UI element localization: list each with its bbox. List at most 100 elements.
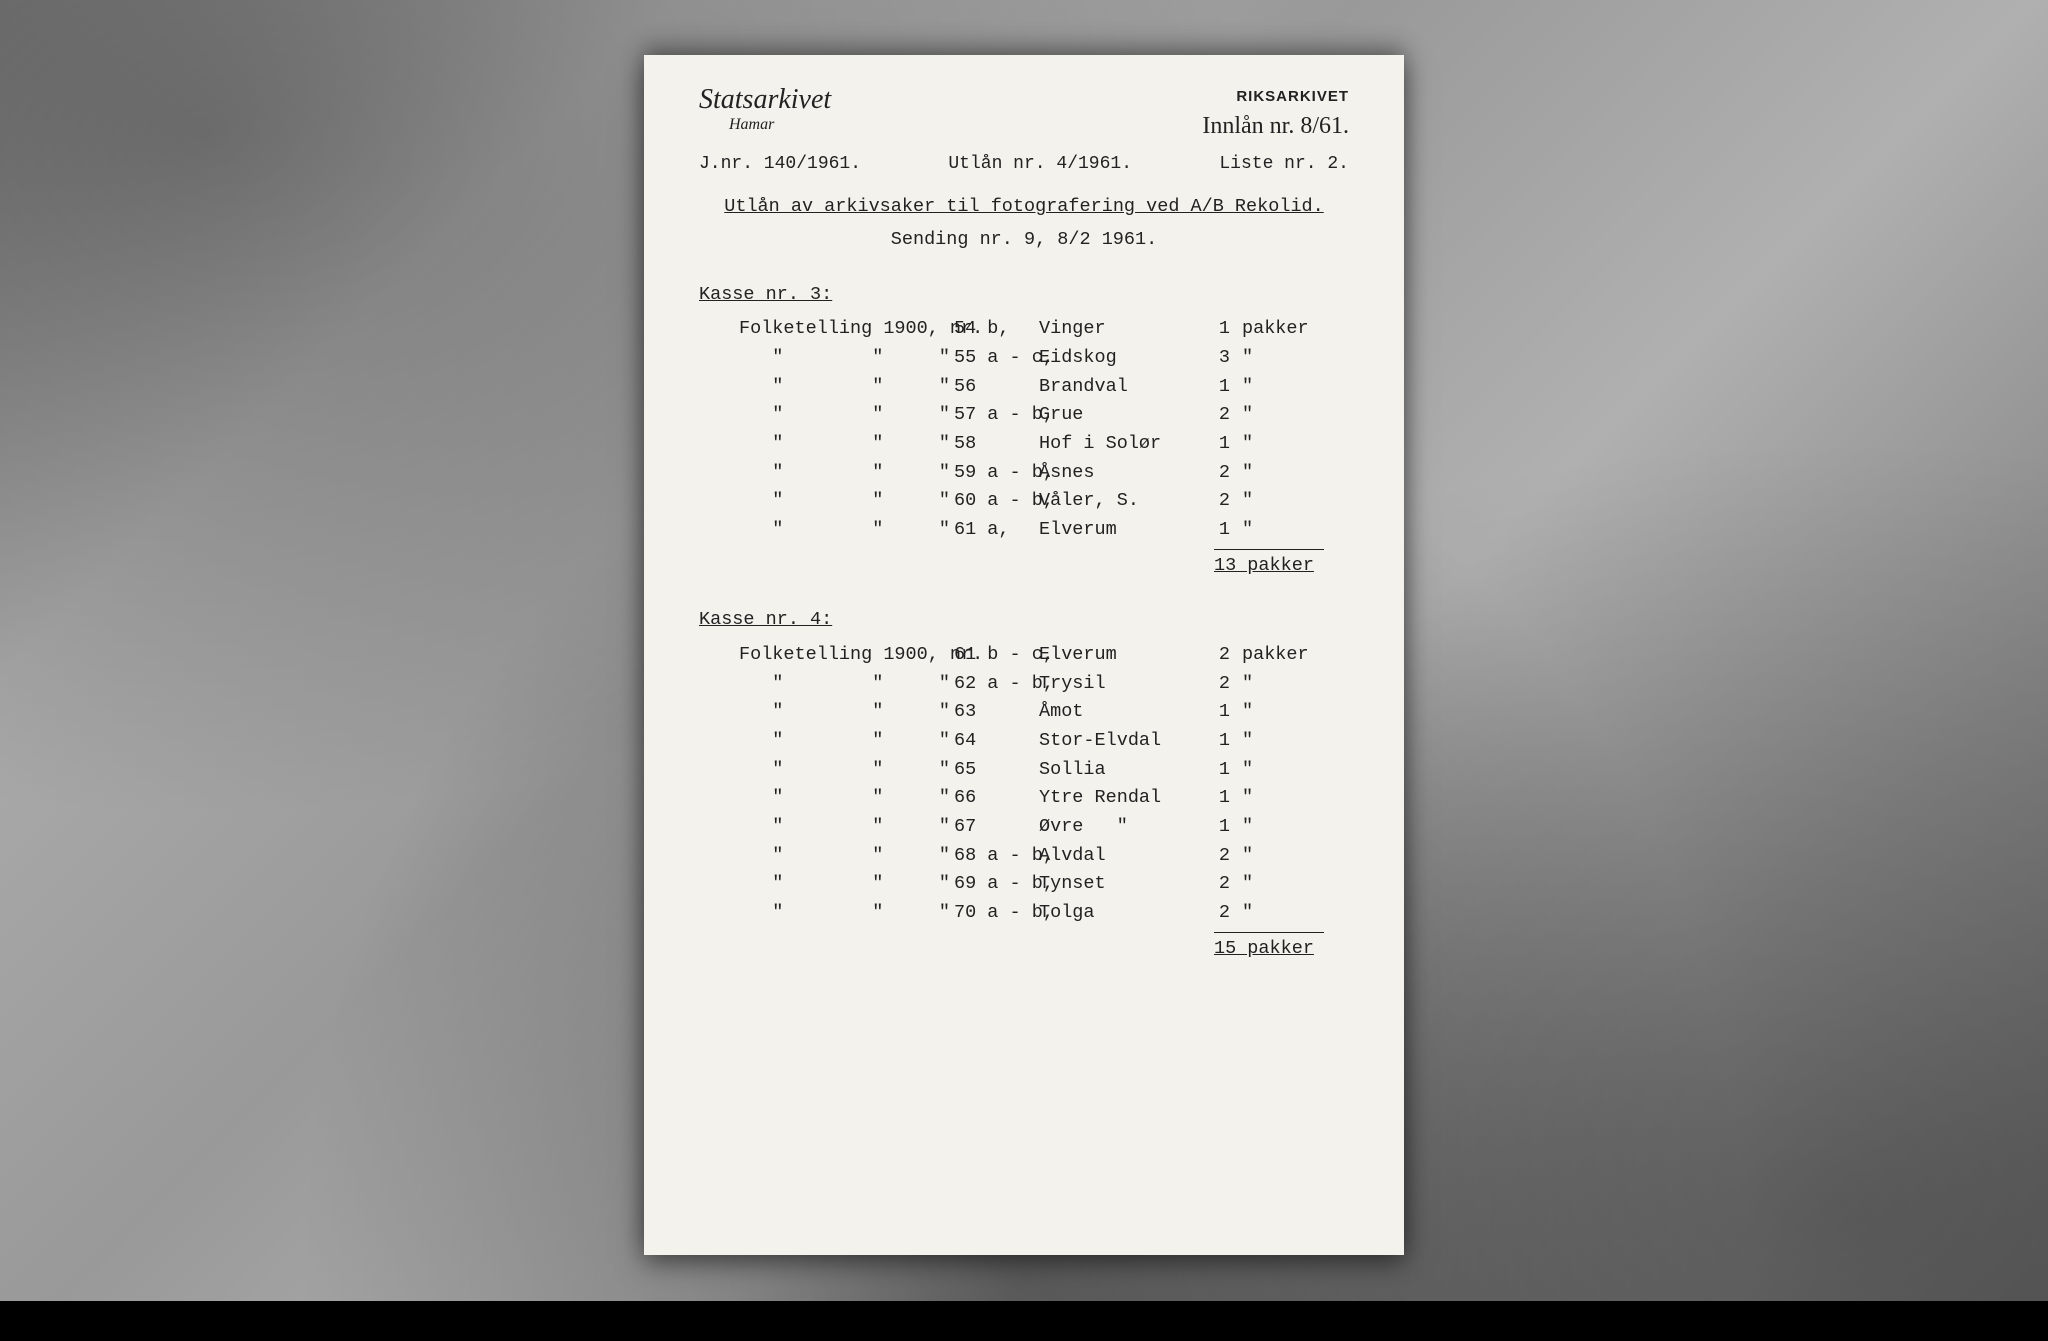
place-col: Alvdal (1039, 842, 1214, 871)
section-rows: Folketelling 1900, nr.61 b - c,Elverum2p… (739, 641, 1349, 928)
utlan-nr: Utlån nr. 4/1961. (948, 151, 1132, 179)
lead-col: " " " (739, 727, 954, 756)
unit-col: pakker (1242, 641, 1307, 670)
table-row: Folketelling 1900, nr.61 b - c,Elverum2p… (739, 641, 1349, 670)
liste-nr: Liste nr. 2. (1219, 151, 1349, 179)
place-col: Åsnes (1039, 459, 1214, 488)
qty-col: 2 (1214, 401, 1242, 430)
qty-col: 2 (1214, 641, 1242, 670)
nr-col: 68 a - b, (954, 842, 1039, 871)
place-col: Ytre Rendal (1039, 784, 1214, 813)
qty-col: 1 (1214, 430, 1242, 459)
qty-col: 1 (1214, 756, 1242, 785)
qty-col: 2 (1214, 670, 1242, 699)
letterhead-right: RIKSARKIVET Innlån nr. 8/61. (1202, 85, 1349, 145)
table-row: " " "68 a - b,Alvdal2" (739, 842, 1349, 871)
qty-col: 1 (1214, 315, 1242, 344)
nr-col: 63 (954, 698, 1039, 727)
unit-col: " (1242, 784, 1307, 813)
unit-col: " (1242, 813, 1307, 842)
qty-col: 2 (1214, 842, 1242, 871)
lead-col: " " " (739, 487, 954, 516)
table-row: " " "69 a - b,Tynset2" (739, 870, 1349, 899)
unit-col: " (1242, 430, 1307, 459)
table-row: " " "70 a - b,Tolga2" (739, 899, 1349, 928)
lead-col: " " " (739, 784, 954, 813)
nr-col: 54 b, (954, 315, 1039, 344)
org-location: Hamar (729, 116, 831, 134)
place-col: Eidskog (1039, 344, 1214, 373)
qty-col: 1 (1214, 698, 1242, 727)
unit-col: " (1242, 698, 1307, 727)
place-col: Elverum (1039, 641, 1214, 670)
lead-col: Folketelling 1900, nr. (739, 641, 954, 670)
table-row: " " "59 a - b,Åsnes2" (739, 459, 1349, 488)
table-row: " " "66Ytre Rendal1" (739, 784, 1349, 813)
letterhead-left: Statsarkivet Hamar (699, 85, 831, 133)
table-row: " " "65Sollia1" (739, 756, 1349, 785)
table-row: " " "64Stor-Elvdal1" (739, 727, 1349, 756)
unit-col: " (1242, 373, 1307, 402)
unit-col: " (1242, 516, 1307, 545)
qty-col: 1 (1214, 373, 1242, 402)
qty-col: 1 (1214, 516, 1242, 545)
total-value: 15 pakker (1214, 932, 1324, 964)
sending-line: Sending nr. 9, 8/2 1961. (699, 226, 1349, 255)
section-head: Kasse nr. 4: (699, 606, 1349, 635)
nr-col: 70 a - b, (954, 899, 1039, 928)
unit-col: " (1242, 401, 1307, 430)
unit-col: " (1242, 842, 1307, 871)
qty-col: 3 (1214, 344, 1242, 373)
place-col: Åmot (1039, 698, 1214, 727)
lead-col: " " " (739, 698, 954, 727)
unit-col: " (1242, 344, 1307, 373)
place-col: Våler, S. (1039, 487, 1214, 516)
film-frame-edge (0, 1301, 2048, 1341)
qty-col: 2 (1214, 487, 1242, 516)
lead-col: " " " (739, 756, 954, 785)
jnr: J.nr. 140/1961. (699, 151, 861, 179)
lead-col: " " " (739, 373, 954, 402)
place-col: Tolga (1039, 899, 1214, 928)
place-col: Brandval (1039, 373, 1214, 402)
lead-col: " " " (739, 813, 954, 842)
table-row: " " "55 a - c,Eidskog3" (739, 344, 1349, 373)
nr-col: 57 a - b, (954, 401, 1039, 430)
nr-col: 60 a - b, (954, 487, 1039, 516)
lead-col: " " " (739, 401, 954, 430)
letterhead: Statsarkivet Hamar RIKSARKIVET Innlån nr… (699, 85, 1349, 145)
table-row: " " "67Øvre "1" (739, 813, 1349, 842)
reference-line: J.nr. 140/1961. Utlån nr. 4/1961. Liste … (699, 151, 1349, 179)
table-row: " " "57 a - b,Grue2" (739, 401, 1349, 430)
document-page: Statsarkivet Hamar RIKSARKIVET Innlån nr… (644, 55, 1404, 1255)
nr-col: 65 (954, 756, 1039, 785)
section-rows: Folketelling 1900, nr.54 b,Vinger1pakker… (739, 315, 1349, 544)
nr-col: 62 a - b, (954, 670, 1039, 699)
unit-col: " (1242, 756, 1307, 785)
lead-col: " " " (739, 516, 954, 545)
unit-col: " (1242, 870, 1307, 899)
nr-col: 69 a - b, (954, 870, 1039, 899)
nr-col: 64 (954, 727, 1039, 756)
nr-col: 61 a, (954, 516, 1039, 545)
lead-col: " " " (739, 870, 954, 899)
nr-col: 61 b - c, (954, 641, 1039, 670)
place-col: Trysil (1039, 670, 1214, 699)
table-row: " " "60 a - b,Våler, S.2" (739, 487, 1349, 516)
archive-stamp: RIKSARKIVET (1202, 85, 1349, 108)
unit-col: " (1242, 670, 1307, 699)
place-col: Elverum (1039, 516, 1214, 545)
qty-col: 1 (1214, 784, 1242, 813)
qty-col: 2 (1214, 899, 1242, 928)
org-name: Statsarkivet (699, 85, 831, 116)
table-row: " " "62 a - b,Trysil2" (739, 670, 1349, 699)
table-row: " " "63Åmot1" (739, 698, 1349, 727)
table-row: Folketelling 1900, nr.54 b,Vinger1pakker (739, 315, 1349, 344)
place-col: Stor-Elvdal (1039, 727, 1214, 756)
table-row: " " "61 a,Elverum1" (739, 516, 1349, 545)
nr-col: 55 a - c, (954, 344, 1039, 373)
unit-col: pakker (1242, 315, 1307, 344)
lead-col: Folketelling 1900, nr. (739, 315, 954, 344)
lead-col: " " " (739, 899, 954, 928)
nr-col: 67 (954, 813, 1039, 842)
